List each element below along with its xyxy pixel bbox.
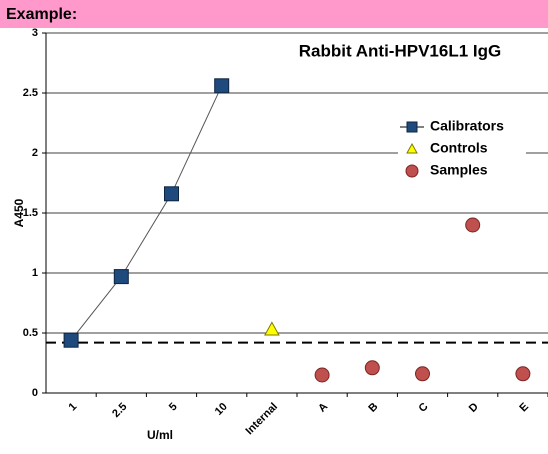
chart-title: Rabbit Anti-HPV16L1 IgG xyxy=(299,41,501,60)
x-tick-label: Internal xyxy=(243,401,280,438)
y-axis-label: A450 xyxy=(12,198,26,227)
x-axis-label: U/ml xyxy=(147,428,173,442)
data-point xyxy=(515,366,531,382)
header-title: Example: xyxy=(6,6,77,23)
series-line xyxy=(70,85,223,341)
y-tick-label: 0.5 xyxy=(23,327,38,339)
x-tick-label: D xyxy=(467,401,481,415)
x-tick-label: 5 xyxy=(167,401,180,414)
x-tick-label: 1 xyxy=(66,401,79,414)
x-tick-label: E xyxy=(517,401,531,415)
data-point xyxy=(113,269,129,285)
x-tick-label: A xyxy=(316,401,330,415)
data-point xyxy=(465,217,481,233)
legend-label: Samples xyxy=(430,162,488,178)
x-tick-label: C xyxy=(417,401,431,415)
y-tick-label: 1.5 xyxy=(23,207,38,219)
legend-label: Calibrators xyxy=(430,118,504,134)
x-tick-label: B xyxy=(366,401,380,415)
y-tick-label: 2 xyxy=(32,147,38,159)
data-point xyxy=(264,321,280,336)
data-point xyxy=(364,360,380,376)
data-point xyxy=(63,332,79,348)
data-point xyxy=(314,367,330,383)
data-point xyxy=(164,186,179,202)
legend-label: Controls xyxy=(430,140,488,156)
y-tick-label: 0 xyxy=(32,387,38,399)
data-point xyxy=(214,78,230,94)
legend-marker xyxy=(406,142,418,154)
data-point xyxy=(415,366,430,382)
legend-marker xyxy=(406,121,418,133)
y-tick-label: 2.5 xyxy=(23,87,38,99)
y-tick-label: 1 xyxy=(32,267,38,279)
x-tick-label: 2.5 xyxy=(110,401,129,420)
x-tick-label: 10 xyxy=(213,401,230,418)
y-tick-label: 3 xyxy=(32,27,38,39)
legend-marker xyxy=(405,164,419,178)
header-band xyxy=(0,0,548,28)
